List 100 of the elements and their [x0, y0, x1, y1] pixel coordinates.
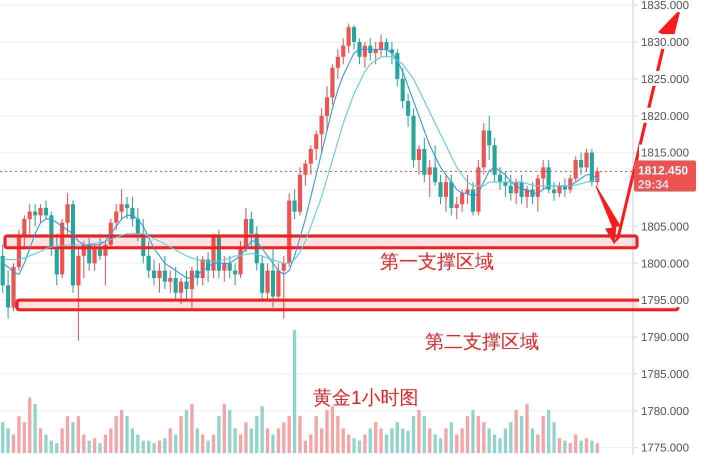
bar: [212, 434, 216, 453]
bar: [368, 428, 372, 453]
bar: [196, 428, 199, 453]
bar: [206, 440, 210, 453]
candlestick: [44, 200, 48, 220]
candlestick: [346, 23, 351, 54]
bar: [396, 422, 399, 453]
bar: [130, 428, 134, 453]
bar: [152, 443, 156, 453]
bar: [222, 404, 226, 453]
bar: [384, 434, 388, 453]
candlestick: [568, 174, 572, 194]
candlestick: [38, 204, 43, 224]
candlestick: [28, 204, 32, 234]
bar: [434, 434, 437, 453]
bar: [184, 410, 188, 453]
bar: [536, 434, 540, 453]
bar: [542, 416, 545, 453]
bar: [347, 434, 350, 453]
candlestick: [444, 174, 448, 212]
bar: [147, 440, 150, 453]
bar: [401, 428, 404, 453]
candlestick: [22, 214, 26, 250]
candlestick: [174, 266, 178, 301]
bar: [98, 443, 102, 453]
bar: [482, 422, 486, 453]
bar: [342, 428, 345, 453]
bar: [438, 438, 442, 453]
candlestick: [228, 255, 232, 279]
bar: [374, 422, 378, 453]
candlestick: [141, 218, 146, 264]
bar: [60, 428, 64, 453]
candlestick: [33, 204, 38, 227]
bar: [109, 428, 112, 453]
bar: [136, 434, 140, 453]
bar: [228, 410, 232, 453]
y-tick-label: 1835.000: [641, 0, 689, 12]
bar: [525, 404, 529, 453]
candlestick: [400, 67, 405, 109]
bar: [6, 428, 10, 453]
candlestick: [292, 189, 297, 220]
candlestick: [190, 266, 194, 308]
y-tick-label: 1825.000: [641, 74, 689, 86]
bar: [509, 422, 512, 453]
candlestick: [508, 174, 513, 202]
candlestick: [179, 278, 184, 304]
candlestick: [438, 174, 443, 205]
candlestick: [136, 207, 140, 242]
candlestick: [460, 189, 464, 212]
candlestick: [454, 196, 459, 220]
y-tick-label: 1785.000: [641, 368, 689, 381]
bar: [22, 422, 26, 453]
bar: [450, 422, 453, 453]
bar: [292, 330, 296, 453]
candlestick: [357, 38, 362, 65]
bar: [163, 438, 166, 453]
bar: [288, 416, 291, 453]
candlestick: [162, 255, 167, 290]
bar: [428, 428, 432, 453]
bar: [558, 438, 562, 453]
candlestick: [320, 108, 324, 154]
candlestick: [470, 182, 476, 216]
candlestick: [282, 255, 286, 320]
bar: [28, 398, 32, 453]
bar: [1, 422, 4, 453]
bar: [488, 428, 491, 453]
candlestick: [546, 160, 551, 194]
candlestick: [120, 189, 124, 220]
candlestick: [87, 236, 92, 272]
bar: [552, 422, 556, 453]
bar: [168, 428, 172, 453]
bar: [38, 428, 42, 453]
bar: [250, 428, 253, 453]
bar: [276, 428, 280, 453]
bar: [282, 422, 286, 453]
candlestick: [487, 115, 492, 161]
candlestick: [579, 152, 584, 176]
y-tick-label: 1780.000: [641, 406, 689, 418]
candlestick: [200, 255, 205, 286]
bar: [476, 416, 480, 453]
candlestick: [352, 24, 356, 50]
bar: [574, 434, 578, 453]
candlestick: [341, 38, 346, 65]
candlestick: [98, 233, 102, 260]
bar: [358, 440, 362, 453]
bar: [498, 438, 502, 453]
candlestick: [92, 244, 97, 272]
bar: [88, 440, 91, 453]
candlestick: [433, 144, 438, 186]
bar: [158, 440, 162, 453]
bar: [71, 422, 75, 453]
bar: [234, 428, 237, 453]
bar: [520, 416, 524, 453]
bar: [125, 416, 129, 453]
annotation: 黄金1小时图: [313, 388, 419, 409]
bar: [304, 440, 308, 453]
y-tick-label: 1820.000: [641, 110, 689, 123]
bar: [336, 416, 340, 453]
candlestick: [6, 270, 10, 320]
y-tick-label: 1815.000: [641, 148, 689, 160]
